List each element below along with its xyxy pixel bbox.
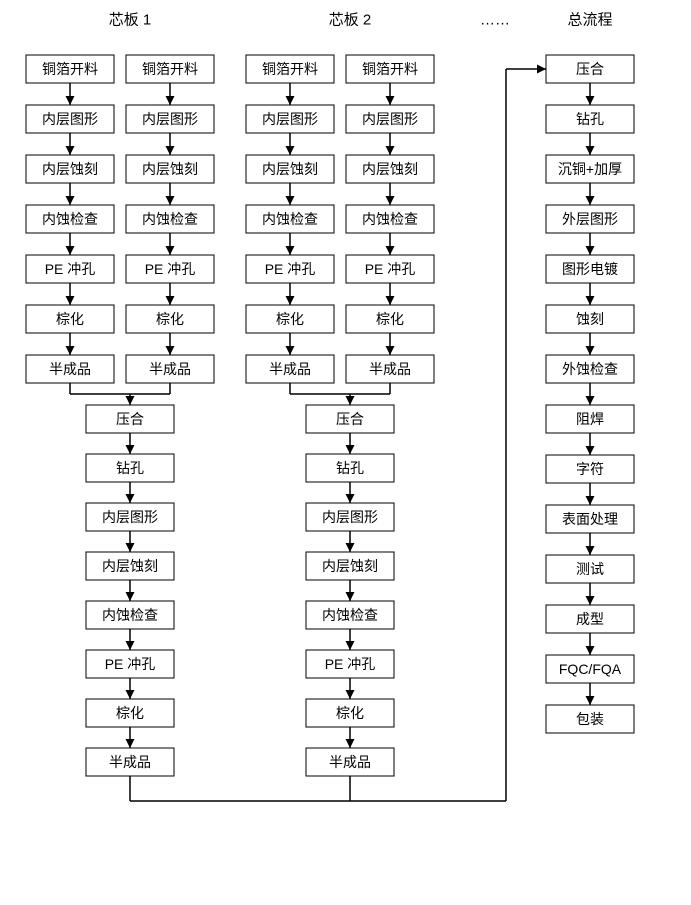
tot-step-4-label: 图形电镀 xyxy=(562,261,618,277)
b2M-step-3-label: 内层蚀刻 xyxy=(322,558,378,574)
tot-step-1-label: 钻孔 xyxy=(576,111,604,127)
b2L-step-4-label: PE 冲孔 xyxy=(265,261,316,277)
b1M-step-5-label: PE 冲孔 xyxy=(105,656,156,672)
tot-step-5-label: 蚀刻 xyxy=(576,311,604,327)
tot-step-9-label: 表面处理 xyxy=(562,511,618,527)
b2R-step-6-label: 半成品 xyxy=(369,361,411,377)
header-board2: 芯板 2 xyxy=(329,11,372,29)
b2L-step-3-label: 内蚀检查 xyxy=(262,211,318,227)
b1L-step-1-label: 内层图形 xyxy=(42,111,98,127)
b2M-step-2-label: 内层图形 xyxy=(322,509,378,525)
b1M-step-3-label: 内层蚀刻 xyxy=(102,558,158,574)
b1L-step-4-label: PE 冲孔 xyxy=(45,261,96,277)
b1L-step-2-label: 内层蚀刻 xyxy=(42,161,98,177)
b2L-step-5-label: 棕化 xyxy=(276,311,304,327)
b1M-step-0-label: 压合 xyxy=(116,411,144,427)
b1M-step-4-label: 内蚀检查 xyxy=(102,607,158,623)
b2L-step-6-label: 半成品 xyxy=(269,361,311,377)
header-ellipsis: …… xyxy=(480,12,510,29)
tot-step-3-label: 外层图形 xyxy=(562,211,618,227)
tot-step-6-label: 外蚀检查 xyxy=(562,361,618,377)
b2R-step-0-label: 铜箔开料 xyxy=(362,61,418,77)
b1L-step-0-label: 铜箔开料 xyxy=(42,61,98,77)
tot-step-12-label: FQC/FQA xyxy=(559,661,622,677)
b1L-step-5-label: 棕化 xyxy=(56,311,84,327)
b2M-step-6-label: 棕化 xyxy=(336,705,364,721)
b2M-step-7-label: 半成品 xyxy=(329,754,371,770)
b1M-step-1-label: 钻孔 xyxy=(116,460,144,476)
header-total: 总流程 xyxy=(567,12,612,29)
b2M-step-4-label: 内蚀检查 xyxy=(322,607,378,623)
b2L-step-0-label: 铜箔开料 xyxy=(262,61,318,77)
tot-step-10-label: 测试 xyxy=(576,561,604,577)
b1L-step-6-label: 半成品 xyxy=(49,361,91,377)
b1R-step-6-label: 半成品 xyxy=(149,361,191,377)
header-board1: 芯板 1 xyxy=(109,11,152,29)
b1M-step-6-label: 棕化 xyxy=(116,705,144,721)
b1M-step-2-label: 内层图形 xyxy=(102,509,158,525)
b2R-step-5-label: 棕化 xyxy=(376,311,404,327)
b2R-step-1-label: 内层图形 xyxy=(362,111,418,127)
tot-step-13-label: 包装 xyxy=(576,711,604,727)
b2R-step-3-label: 内蚀检查 xyxy=(362,211,418,227)
b2M-step-1-label: 钻孔 xyxy=(336,460,364,476)
b1M-step-7-label: 半成品 xyxy=(109,754,151,770)
b2L-step-2-label: 内层蚀刻 xyxy=(262,161,318,177)
b2M-step-5-label: PE 冲孔 xyxy=(325,656,376,672)
tot-step-7-label: 阻焊 xyxy=(576,411,604,427)
tot-step-0-label: 压合 xyxy=(576,61,604,77)
b1R-step-1-label: 内层图形 xyxy=(142,111,198,127)
b2R-step-4-label: PE 冲孔 xyxy=(365,261,416,277)
b1L-step-3-label: 内蚀检查 xyxy=(42,211,98,227)
b2M-step-0-label: 压合 xyxy=(336,411,364,427)
b1R-step-0-label: 铜箔开料 xyxy=(142,61,198,77)
b1R-step-4-label: PE 冲孔 xyxy=(145,261,196,277)
tot-step-8-label: 字符 xyxy=(576,461,604,477)
tot-step-2-label: 沉铜+加厚 xyxy=(558,161,622,177)
b1R-step-5-label: 棕化 xyxy=(156,311,184,327)
b2L-step-1-label: 内层图形 xyxy=(262,111,318,127)
b1R-step-2-label: 内层蚀刻 xyxy=(142,161,198,177)
b2R-step-2-label: 内层蚀刻 xyxy=(362,161,418,177)
b1R-step-3-label: 内蚀检查 xyxy=(142,211,198,227)
tot-step-11-label: 成型 xyxy=(576,611,604,627)
